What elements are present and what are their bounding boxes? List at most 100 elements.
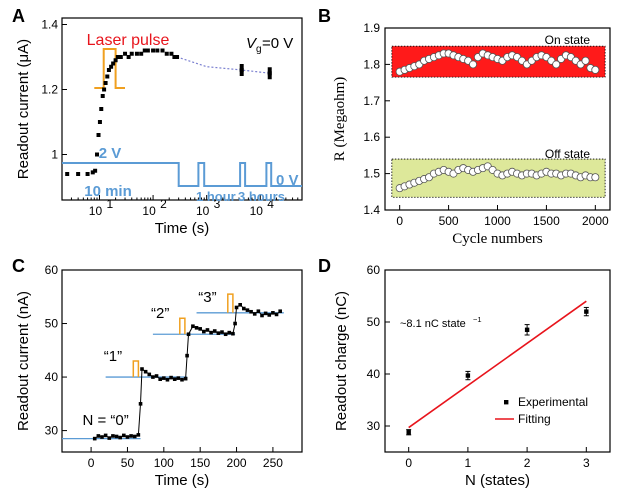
panel-b-xtick-label: 500 (439, 214, 459, 228)
panel-a-vg-value: =0 V (262, 35, 293, 52)
panel-a-ytick-label: 1 (51, 148, 58, 162)
panel-b-ytick-label: 1.6 (363, 130, 380, 144)
panel-a-data-point (85, 172, 90, 176)
panel-a-ylabel: Readout current (μA) (15, 39, 32, 179)
panel-a-vg-symbol: V (246, 35, 258, 52)
panel-c-xtick-label: 100 (154, 456, 174, 470)
panel-d-ytick-label: 50 (367, 315, 381, 329)
panel-b-xtick-label: 0 (396, 214, 403, 228)
panel-d-xlabel: N (states) (465, 472, 530, 489)
panel-b-xtick-label: 1500 (533, 214, 560, 228)
panel-a-data-point (145, 48, 150, 53)
panel-a-data-point (155, 48, 160, 53)
panel-letter-c: C (12, 256, 25, 276)
panel-a-data-point (111, 61, 116, 66)
panel-d-ytick-label: 40 (367, 367, 381, 381)
panel-c-data-point (107, 436, 112, 440)
panel-c-data-point (202, 329, 206, 334)
panel-a-data-point (169, 51, 174, 56)
panel-a-data-point (93, 168, 98, 173)
panel-c-data-point (231, 331, 235, 336)
panel-c-data-point (278, 309, 282, 314)
panel-a-data-point (172, 55, 177, 59)
panel-c-data-point (114, 434, 119, 439)
panel-a-data-point (142, 48, 147, 53)
panel-d-xtick-label: 0 (405, 456, 412, 470)
panel-c-data-point (140, 367, 144, 371)
panel-letter-b: B (318, 6, 331, 26)
panel-c-data-point (186, 332, 191, 337)
panel-c-data-point (132, 434, 137, 439)
panel-a-data-point (99, 107, 104, 111)
panel-a-data-point (129, 51, 134, 56)
panel-a-data-point (102, 87, 107, 92)
panel-a-interval-3: 3 hours (238, 189, 285, 204)
panel-a-data-point (151, 48, 156, 53)
panel-a-data-point (139, 51, 144, 56)
panel-d-slope-annotation: ~8.1 nC state (400, 318, 466, 330)
panel-c-chart: 0 50 100 150 200 250 30 40 50 60 Time (s) Readout c… (15, 263, 303, 489)
panel-c-data-point (138, 402, 143, 406)
panel-c-data-point (103, 433, 108, 438)
panel-c-state-label: “2” (151, 305, 169, 322)
panel-c-data-point (183, 376, 188, 381)
panel-a-data-point (65, 172, 70, 176)
panel-b-ytick-label: 1.8 (363, 57, 380, 71)
panel-c-data-point (205, 328, 210, 332)
panel-a-xtick-label: 10 (89, 204, 103, 218)
panel-b-ytick-label: 1.7 (363, 94, 380, 108)
panel-b-off-point (591, 173, 600, 182)
panel-b-ytick-label: 1.9 (363, 21, 380, 35)
panel-d-ytick-label: 30 (367, 419, 381, 433)
panel-d-data-point (524, 327, 530, 332)
panel-c-data-point (180, 377, 184, 382)
panel-c-ytick-label: 30 (45, 424, 59, 438)
panel-c-data-point (238, 302, 242, 307)
panel-a-data-point (106, 68, 111, 72)
panel-c-data-point (169, 375, 173, 380)
panel-a-xlabel: Time (s) (155, 220, 209, 237)
panel-a-data-point (90, 170, 95, 175)
panel-a-data-point (109, 64, 114, 69)
panel-c-xtick-label: 200 (227, 456, 247, 470)
panel-c-data-point (125, 435, 130, 439)
panel-b-off-label: Off state (545, 147, 590, 161)
panel-a-data-point (126, 55, 131, 59)
panel-a-xtick-label: 10 (250, 204, 264, 218)
panel-c-data-point (129, 434, 133, 438)
panel-c-ytick-label: 50 (45, 317, 59, 331)
panel-a-data-point (105, 74, 110, 79)
panel-c-data-point (162, 376, 166, 380)
panel-a-data-point (76, 172, 81, 176)
panel-a-data-point (96, 133, 101, 137)
panel-b-xtick-label: 2000 (582, 214, 609, 228)
panel-a-errorbar (239, 64, 244, 76)
panel-b-on-point (581, 56, 590, 65)
panel-b-chart: 0 500 1000 1500 2000 1.4 1.5 1.6 1.7 1.8 1.9 Cycle … (332, 21, 611, 247)
panel-c-data-point (143, 369, 148, 374)
panel-d-chart: 0 1 2 3 30 40 50 60 N (states) Readout charge (nC… (333, 263, 611, 489)
panel-b-ylabel: R (Megaohm) (332, 77, 348, 162)
panel-letter-d: D (318, 256, 331, 276)
panel-d-xtick-label: 2 (524, 456, 531, 470)
panel-a-data-point (160, 48, 165, 53)
panel-d-data-point (584, 309, 589, 314)
panel-a-fit-line (176, 56, 270, 74)
panel-b-xtick-label: 1000 (484, 214, 511, 228)
panel-a-gate-waveform (62, 162, 302, 187)
panel-d-legend-experimental: Experimental (518, 395, 588, 409)
panel-a-xtick-sup: 1 (106, 197, 113, 211)
panel-c-data-point (274, 312, 279, 317)
panel-a-laser-label: Laser pulse (87, 32, 170, 49)
panel-a-ytick-label: 1.2 (41, 83, 58, 97)
panel-d-xtick-label: 1 (465, 456, 472, 470)
panel-d-xtick-label: 3 (583, 456, 590, 470)
panel-c-data-point (165, 377, 170, 382)
panel-c-data-point (256, 309, 261, 314)
panel-a-xtick-label: 10 (196, 204, 210, 218)
panel-b-xlabel: Cycle numbers (452, 231, 543, 247)
panel-b-ytick-label: 1.4 (363, 203, 380, 217)
panel-c-data-point (233, 321, 237, 326)
panel-c-data-point (267, 313, 272, 317)
